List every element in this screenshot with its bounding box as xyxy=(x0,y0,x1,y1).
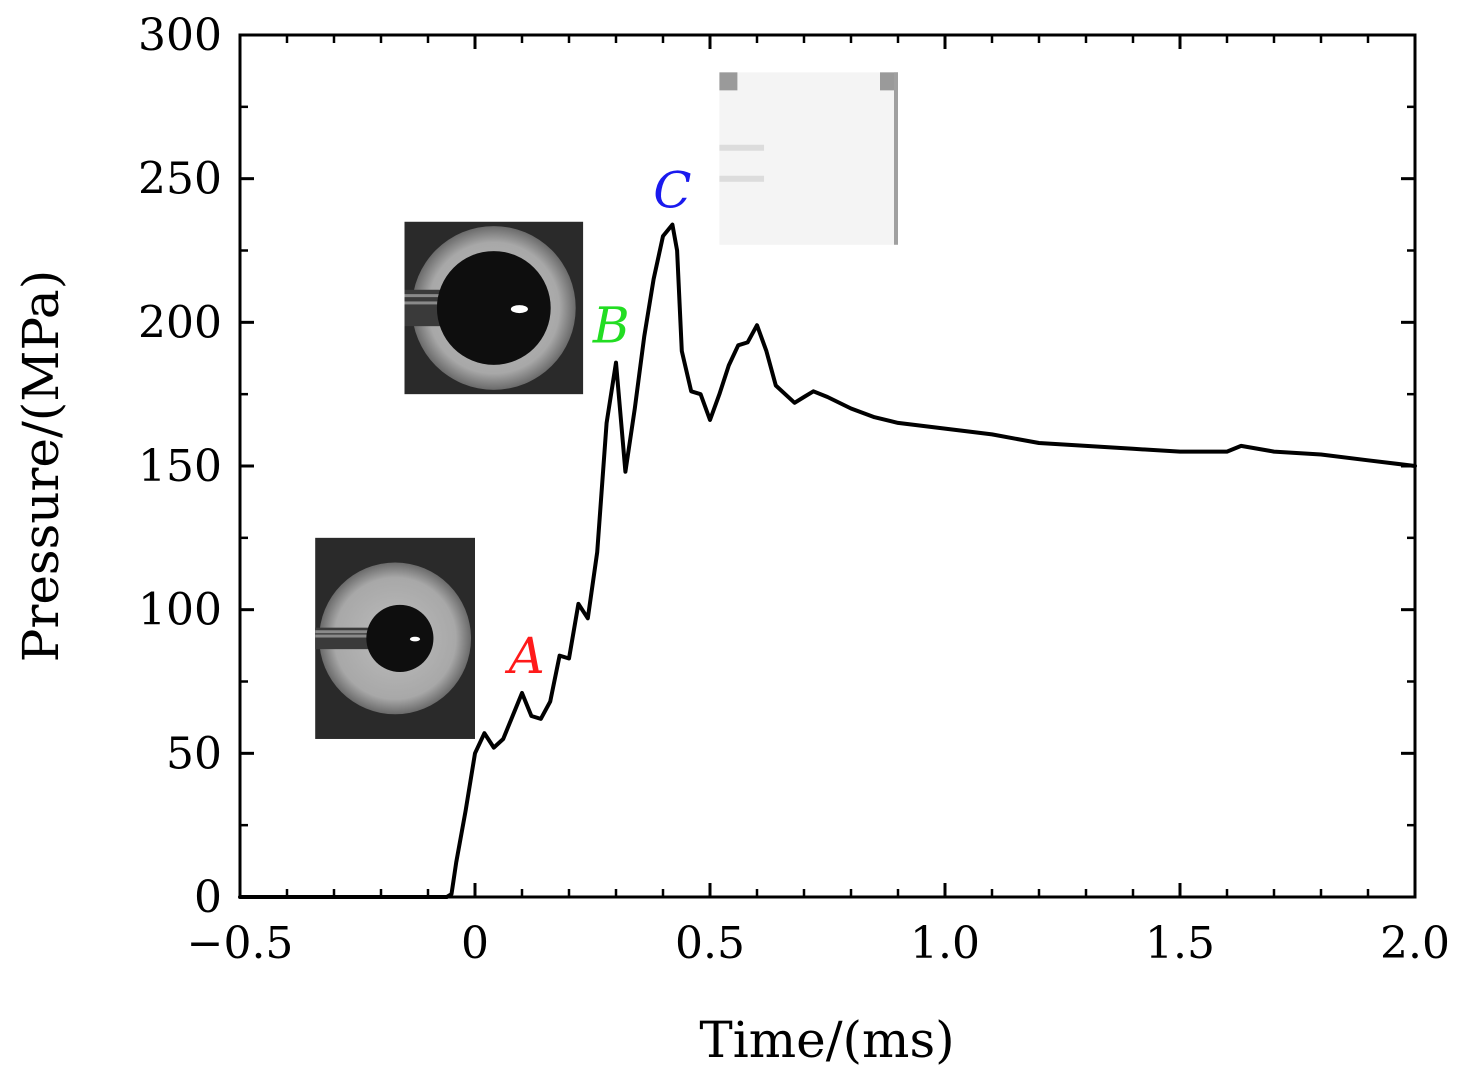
y-tick-label: 300 xyxy=(138,10,222,61)
x-tick-label: 1.0 xyxy=(910,918,980,969)
x-tick-label: −0.5 xyxy=(187,918,294,969)
marker-labels: A B C xyxy=(505,161,692,684)
x-tick-label: 1.5 xyxy=(1145,918,1215,969)
flash-inset xyxy=(719,72,898,245)
x-tick-label: 0 xyxy=(461,918,489,969)
y-axis-title: Pressure/(MPa) xyxy=(12,270,70,662)
x-tick-labels: −0.5 0 0.5 1.0 1.5 2.0 xyxy=(187,918,1450,969)
marker-label-c: C xyxy=(653,161,691,219)
y-tick-label: 100 xyxy=(138,585,222,636)
y-tick-labels: 0 50 100 150 200 250 300 xyxy=(138,10,222,923)
x-tick-label: 0.5 xyxy=(675,918,745,969)
marker-label-a: A xyxy=(505,627,545,685)
y-tick-label: 150 xyxy=(138,441,222,492)
y-tick-label: 0 xyxy=(194,872,222,923)
x-tick-label: 2.0 xyxy=(1380,918,1450,969)
x-axis-title: Time/(ms) xyxy=(699,1011,954,1069)
y-tick-label: 250 xyxy=(138,154,222,205)
droplet-small-inset xyxy=(315,537,475,739)
y-tick-label: 50 xyxy=(166,728,222,779)
y-tick-label: 200 xyxy=(138,297,222,348)
inset-images xyxy=(315,72,898,739)
marker-label-b: B xyxy=(592,296,630,354)
pressure-line xyxy=(238,222,1417,899)
droplet-large-inset xyxy=(404,221,584,395)
